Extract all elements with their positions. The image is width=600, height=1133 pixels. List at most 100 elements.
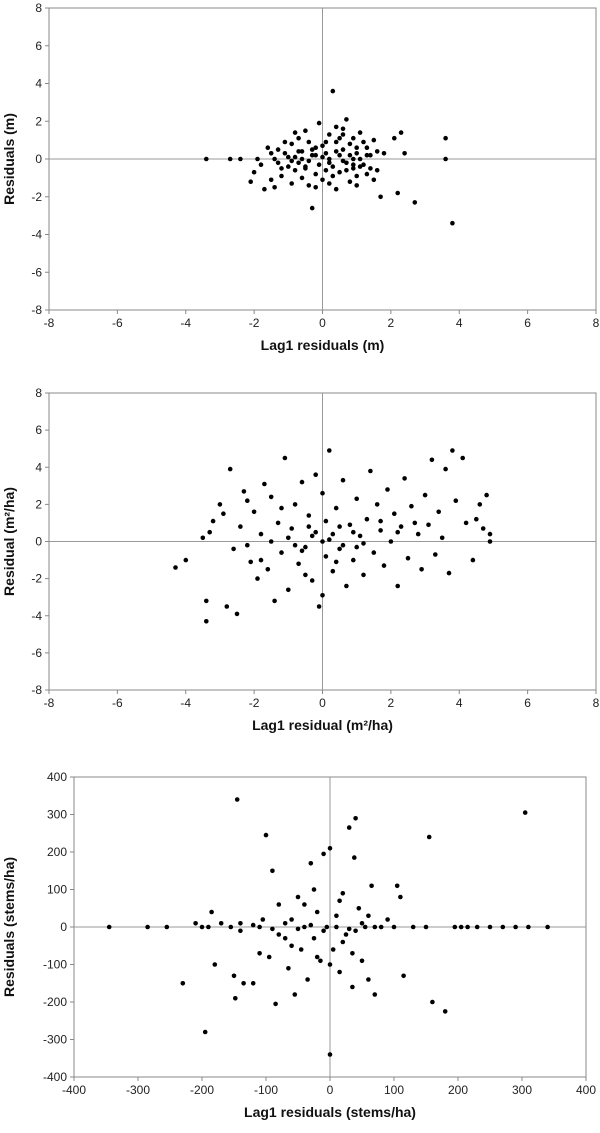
x-tick-label: -8 bbox=[44, 316, 55, 330]
data-point bbox=[398, 894, 403, 900]
y-tick-label: 300 bbox=[47, 808, 67, 822]
data-point bbox=[299, 548, 305, 554]
data-point bbox=[309, 205, 315, 211]
data-point bbox=[258, 531, 264, 537]
data-point bbox=[282, 139, 288, 145]
data-point bbox=[320, 143, 325, 149]
y-axis-title: Residuals (m) bbox=[1, 113, 17, 205]
data-point bbox=[202, 1029, 208, 1035]
data-point bbox=[346, 825, 352, 830]
data-point bbox=[286, 154, 291, 160]
data-point bbox=[321, 851, 326, 857]
data-point bbox=[330, 88, 336, 94]
data-point bbox=[255, 576, 260, 581]
data-point bbox=[372, 992, 378, 997]
data-point bbox=[260, 917, 266, 922]
data-point bbox=[369, 883, 374, 889]
data-point bbox=[374, 502, 380, 507]
y-tick-label: 4 bbox=[35, 460, 42, 474]
data-point bbox=[426, 522, 431, 528]
data-point bbox=[354, 151, 360, 156]
y-tick-label: 8 bbox=[35, 386, 42, 400]
data-point bbox=[268, 151, 274, 156]
data-point bbox=[314, 954, 320, 960]
data-point bbox=[272, 156, 277, 162]
data-point bbox=[412, 200, 418, 205]
x-tick-label: -2 bbox=[249, 696, 260, 710]
data-point bbox=[359, 921, 365, 926]
data-point bbox=[248, 559, 253, 565]
data-point bbox=[351, 156, 356, 162]
x-tick-label: -4 bbox=[180, 696, 191, 710]
data-point bbox=[364, 516, 370, 522]
data-point bbox=[320, 593, 325, 598]
data-point bbox=[330, 173, 336, 179]
data-point bbox=[381, 151, 387, 156]
data-point bbox=[450, 448, 455, 453]
data-point bbox=[302, 902, 307, 907]
data-point bbox=[327, 160, 332, 166]
data-point bbox=[305, 977, 310, 982]
data-point bbox=[340, 147, 346, 152]
data-point bbox=[353, 816, 358, 821]
data-point bbox=[340, 939, 346, 945]
data-point bbox=[313, 171, 319, 177]
x-tick-label: -6 bbox=[112, 316, 123, 330]
data-point bbox=[270, 868, 275, 874]
data-point bbox=[238, 524, 243, 529]
data-point bbox=[248, 179, 253, 184]
data-point bbox=[453, 498, 459, 504]
data-point bbox=[299, 175, 305, 181]
data-point bbox=[241, 981, 246, 986]
data-point bbox=[292, 992, 298, 997]
x-tick-label: 6 bbox=[524, 696, 531, 710]
data-point bbox=[443, 135, 448, 141]
y-tick-label: -4 bbox=[31, 228, 42, 242]
x-tick-label: -8 bbox=[44, 696, 55, 710]
y-tick-label: 100 bbox=[47, 883, 67, 897]
x-tick-label: 400 bbox=[576, 1083, 596, 1097]
data-point bbox=[333, 186, 339, 192]
data-point bbox=[487, 539, 493, 544]
data-point bbox=[357, 164, 363, 169]
data-point bbox=[180, 981, 186, 986]
x-tick-label: -200 bbox=[190, 1083, 214, 1097]
x-tick-label: 8 bbox=[593, 316, 600, 330]
data-point bbox=[257, 951, 262, 956]
data-point bbox=[344, 168, 349, 173]
data-point bbox=[311, 887, 317, 892]
data-point bbox=[279, 173, 284, 179]
data-point bbox=[337, 969, 342, 975]
y-tick-label: -6 bbox=[31, 265, 42, 279]
data-point bbox=[347, 522, 353, 528]
data-point bbox=[270, 926, 275, 932]
data-point bbox=[460, 455, 466, 461]
data-point bbox=[295, 926, 301, 932]
data-point bbox=[327, 156, 332, 162]
data-point bbox=[258, 557, 264, 563]
x-tick-label: -4 bbox=[180, 316, 191, 330]
data-point bbox=[266, 954, 272, 960]
data-point bbox=[372, 924, 378, 930]
y-axis-title: Residual (m²/ha) bbox=[1, 487, 17, 596]
data-point bbox=[333, 124, 339, 130]
data-point bbox=[302, 924, 307, 930]
data-point bbox=[227, 466, 233, 472]
data-point bbox=[340, 477, 346, 483]
data-point bbox=[378, 924, 384, 930]
data-point bbox=[289, 158, 295, 164]
data-point bbox=[306, 183, 312, 188]
data-point bbox=[282, 936, 288, 941]
data-point bbox=[289, 181, 295, 186]
data-point bbox=[327, 448, 332, 453]
data-point bbox=[378, 528, 383, 533]
data-point bbox=[306, 524, 312, 529]
data-point bbox=[289, 141, 295, 147]
data-point bbox=[465, 924, 470, 930]
data-point bbox=[303, 164, 308, 169]
x-tick-label: -300 bbox=[126, 1083, 150, 1097]
data-point bbox=[359, 958, 365, 964]
data-point bbox=[362, 924, 368, 930]
data-point bbox=[251, 169, 257, 175]
data-point bbox=[258, 162, 264, 167]
